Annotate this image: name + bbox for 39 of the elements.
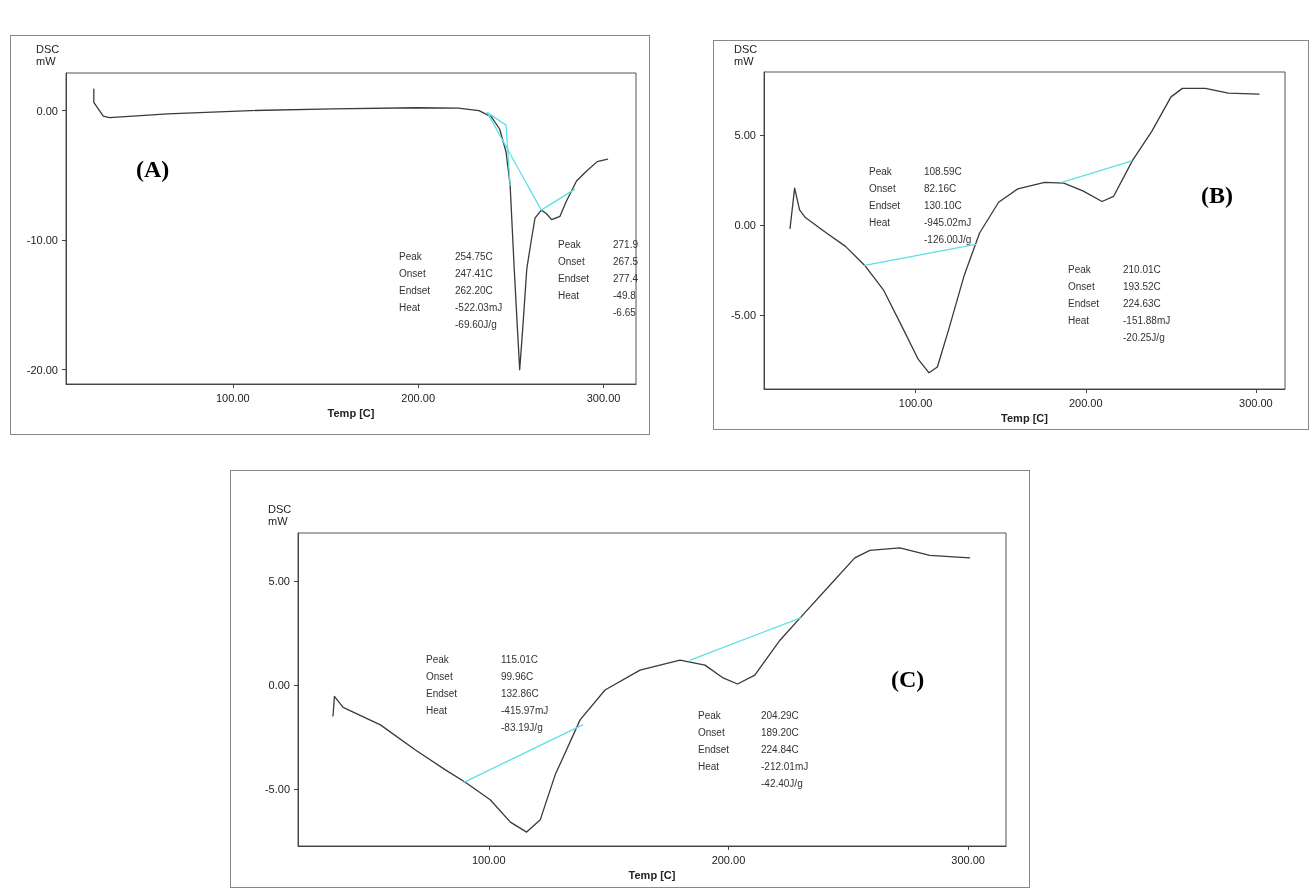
x-axis-title: Temp [C] — [327, 407, 375, 420]
annotation: 271.9 267.5 277.4 -49.8 -6.65 — [613, 239, 639, 318]
y-tick-label: -5.00 — [264, 782, 290, 795]
annotation: 204.29C 189.20C 224.84C -212.01mJ -42.40J/g — [761, 710, 809, 789]
y-tick-label: 0.00 — [268, 679, 290, 692]
y-tick-label: -10.00 — [26, 234, 58, 247]
x-tick-label: 200.00 — [1068, 396, 1103, 409]
annotation: (C) — [891, 666, 925, 692]
x-tick-label: 300.00 — [586, 391, 621, 404]
y-axis-title: DSC mW — [734, 43, 758, 67]
y-tick-label: -5.00 — [730, 309, 756, 322]
y-tick-label: 5.00 — [734, 129, 756, 142]
annotation: Peak Onset Endset Heat — [426, 654, 458, 716]
x-tick-label: 100.00 — [216, 391, 250, 404]
annotation: (B) — [1201, 182, 1233, 208]
annotation: (A) — [136, 156, 170, 182]
y-tick-label: 0.00 — [734, 219, 756, 232]
annotation: 254.75C 247.41C 262.20C -522.03mJ -69.60J/g — [455, 251, 503, 330]
annotation: 210.01C 193.52C 224.63C -151.88mJ -20.25J/g — [1123, 264, 1171, 343]
y-axis-title: DSC mW — [36, 43, 60, 67]
x-tick-label: 300.00 — [1239, 396, 1273, 409]
x-tick-label: 100.00 — [898, 396, 933, 409]
annotation: Peak Onset Endset Heat — [399, 251, 431, 313]
x-tick-label: 200.00 — [401, 391, 436, 404]
y-tick-label: -20.00 — [26, 363, 58, 376]
y-tick-label: 0.00 — [36, 104, 58, 117]
annotation: Peak Onset Endset Heat — [698, 710, 730, 772]
x-tick-label: 300.00 — [951, 853, 985, 866]
annotation: Peak Onset Endset Heat — [1068, 264, 1100, 326]
y-axis-title: DSC mW — [268, 503, 292, 527]
annotation: Peak Onset Endset Heat — [869, 166, 901, 228]
x-tick-label: 200.00 — [711, 853, 746, 866]
y-tick-label: 5.00 — [268, 575, 290, 588]
annotation: Peak Onset Endset Heat — [558, 239, 590, 301]
x-tick-label: 100.00 — [471, 853, 506, 866]
x-axis-title: Temp [C] — [628, 869, 676, 882]
annotation: 108.59C 82.16C 130.10C -945.02mJ -126.00J/g — [924, 166, 972, 245]
x-axis-title: Temp [C] — [1001, 412, 1049, 425]
annotation: 115.01C 99.96C 132.86C -415.97mJ -83.19J/g — [501, 654, 549, 733]
